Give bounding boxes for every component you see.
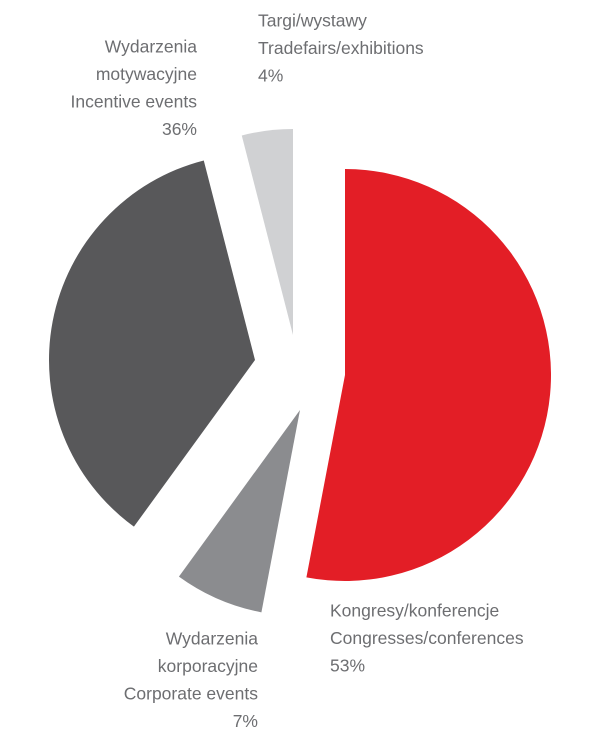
value-label: 53% [330,656,365,676]
value-label: 36% [162,119,197,139]
slice-label: Tradefairs/exhibitions [258,38,424,58]
slice-label: Kongresy/konferencje [330,601,499,621]
slice-label: motywacyjne [96,64,197,84]
pie-slice [241,129,293,335]
pie-slice [178,410,300,613]
pie-slice [306,169,551,581]
value-label: 7% [233,711,258,731]
value-label: 4% [258,66,283,86]
slice-label: Wydarzenia [105,37,198,57]
slice-label: Incentive events [71,92,198,112]
pie-slice [48,160,256,527]
slice-label: Congresses/conferences [330,628,524,648]
slice-label: korporacyjne [158,656,258,676]
slice-label: Corporate events [124,684,258,704]
slice-label: Targi/wystawy [258,11,367,31]
slice-label: Wydarzenia [166,629,259,649]
